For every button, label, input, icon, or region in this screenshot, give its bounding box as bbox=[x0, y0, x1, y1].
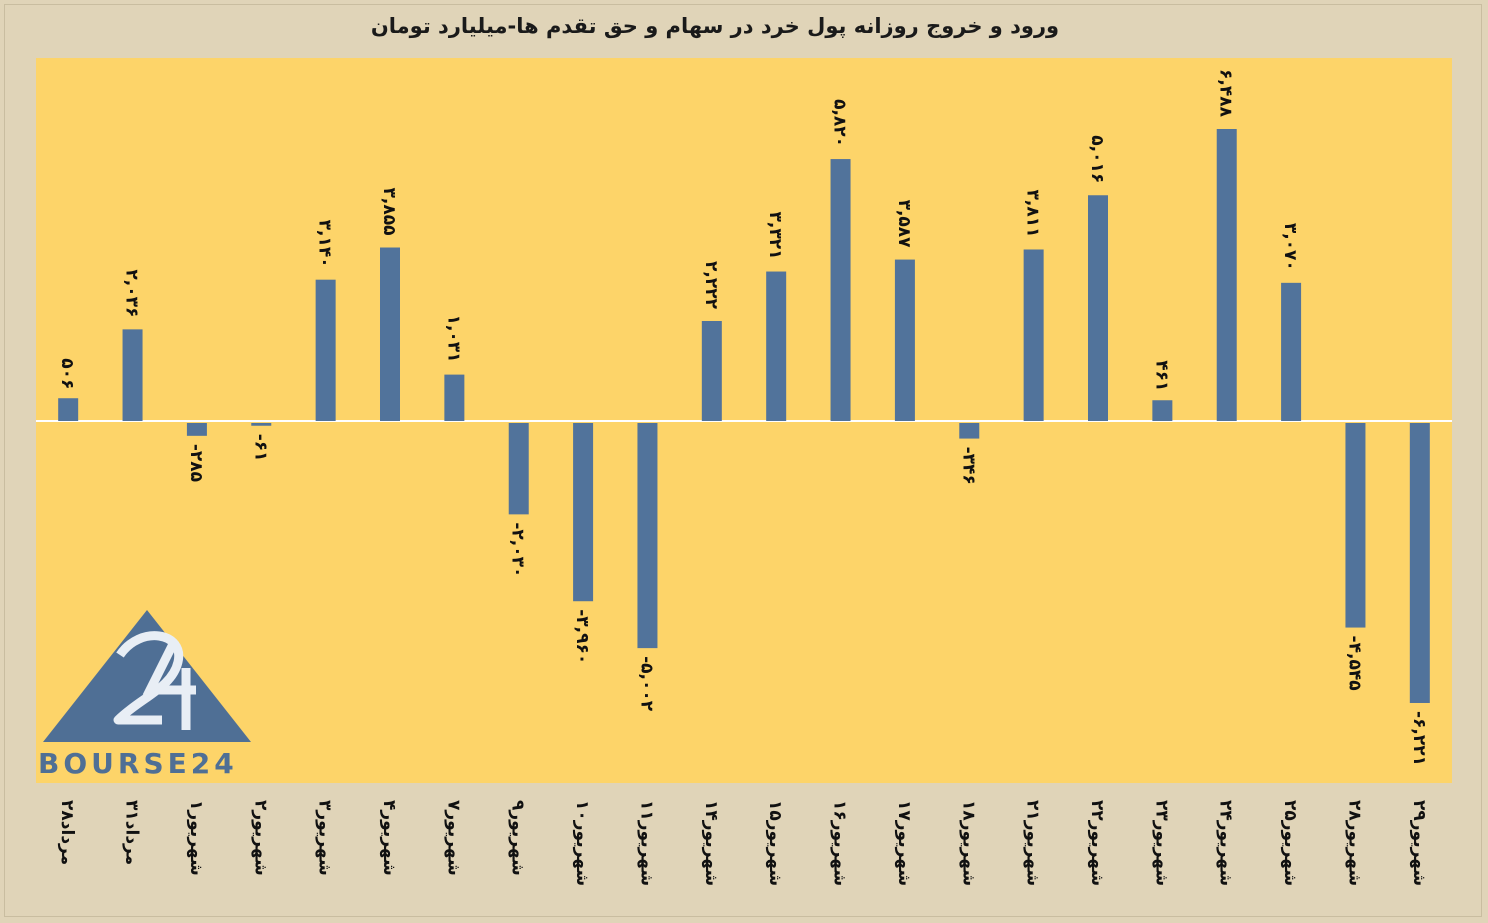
data-label-10: ۲,۲۲۲ bbox=[701, 261, 721, 310]
data-label-2: -۲۸۵ bbox=[186, 444, 206, 482]
bar-19 bbox=[1281, 282, 1302, 421]
data-label-18: ۶,۴۸۸ bbox=[1216, 69, 1236, 118]
category-label-6: ۷شهریور bbox=[443, 800, 463, 876]
bar-14 bbox=[959, 423, 980, 439]
category-label-7: ۹شهریور bbox=[508, 800, 528, 876]
category-label-5: ۴شهریور bbox=[379, 800, 399, 876]
bar-17 bbox=[1152, 400, 1173, 421]
bar-6 bbox=[444, 374, 465, 421]
category-label-17: ۲۳شهریور bbox=[1151, 800, 1171, 886]
chart-frame bbox=[4, 4, 1482, 917]
logo-digit-4 bbox=[142, 637, 196, 730]
data-label-19: ۳,۰۷۰ bbox=[1280, 223, 1300, 271]
category-label-15: ۲۱شهریور bbox=[1023, 800, 1043, 886]
bar-2 bbox=[186, 423, 207, 436]
data-label-1: ۲,۰۳۶ bbox=[122, 269, 142, 317]
bar-5 bbox=[380, 247, 400, 421]
category-label-20: ۲۸شهریور bbox=[1344, 800, 1364, 886]
bar-9 bbox=[637, 423, 658, 649]
data-label-5: ۳,۸۵۵ bbox=[379, 188, 399, 236]
category-label-8: ۱۰شهریور bbox=[572, 800, 592, 886]
category-label-0: ۲۸مرداد bbox=[57, 800, 77, 865]
category-label-21: ۲۹شهریور bbox=[1409, 800, 1429, 886]
data-label-14: -۳۴۶ bbox=[958, 447, 978, 485]
data-label-8: -۳,۹۶۰ bbox=[572, 609, 592, 664]
category-label-16: ۲۲شهریور bbox=[1087, 800, 1107, 886]
logo-digit-2 bbox=[113, 631, 184, 725]
bar-4 bbox=[315, 279, 336, 421]
category-label-18: ۲۴شهریور bbox=[1216, 800, 1236, 886]
bar-7 bbox=[508, 423, 529, 515]
bar-20 bbox=[1345, 423, 1366, 628]
category-label-4: ۳شهریور bbox=[315, 800, 335, 876]
data-label-11: ۳,۳۲۱ bbox=[765, 212, 785, 260]
bourse24-logo: BOURSE24 bbox=[38, 610, 251, 780]
bar-11 bbox=[766, 271, 787, 421]
category-labels-group: ۲۸مرداد ۳۱مرداد ۱شهریور ۲شهریور ۳شهریور ۴شهری… bbox=[57, 800, 1429, 886]
bar-8 bbox=[573, 423, 594, 602]
data-label-4: ۳,۱۴۰ bbox=[315, 220, 335, 268]
category-label-1: ۳۱مرداد bbox=[122, 800, 142, 865]
data-label-17: ۴۶۱ bbox=[1151, 360, 1171, 391]
category-label-11: ۱۵شهریور bbox=[765, 800, 785, 886]
category-label-12: ۱۶شهریور bbox=[830, 800, 850, 886]
bar-16 bbox=[1088, 195, 1108, 421]
data-label-0: ۵۰۶ bbox=[57, 358, 77, 389]
data-label-21: -۶,۲۲۱ bbox=[1409, 711, 1429, 766]
chart-title: ورود و خروج روزانه پول خرد در سهام و حق … bbox=[370, 14, 1060, 38]
bar-12 bbox=[830, 159, 851, 421]
category-label-13: ۱۷شهریور bbox=[894, 800, 914, 886]
data-label-9: -۵,۰۰۲ bbox=[636, 656, 656, 712]
data-label-20: -۴,۵۴۵ bbox=[1344, 636, 1364, 691]
data-label-15: ۳,۸۱۱ bbox=[1023, 189, 1043, 237]
logo-text: BOURSE24 bbox=[38, 747, 238, 780]
bar-18 bbox=[1216, 129, 1237, 421]
category-label-3: ۲شهریور bbox=[250, 800, 270, 876]
data-label-12: ۵,۸۲۰ bbox=[830, 99, 850, 147]
data-label-13: ۳,۵۸۷ bbox=[894, 200, 914, 249]
category-label-2: ۱شهریور bbox=[186, 800, 206, 876]
data-labels-group: ۵۰۶ ۲,۰۳۶ -۲۸۵ -۶۱ ۳,۱۴۰ ۳,۸۵۵ ۱,۰۳۱ -۲,۰۳۰ -۳,۹… bbox=[57, 69, 1429, 766]
bar-13 bbox=[894, 259, 915, 421]
data-label-16: ۵,۰۱۶ bbox=[1087, 135, 1107, 183]
category-label-14: ۱۸شهریور bbox=[958, 800, 978, 886]
bar-15 bbox=[1023, 249, 1044, 421]
bars-group bbox=[58, 129, 1430, 703]
data-label-7: -۲,۰۳۰ bbox=[508, 522, 528, 577]
data-label-3: -۶۱ bbox=[250, 434, 270, 462]
category-label-10: ۱۴شهریور bbox=[701, 800, 721, 886]
bar-21 bbox=[1409, 423, 1430, 703]
data-label-6: ۱,۰۳۱ bbox=[443, 315, 463, 363]
logo-triangle bbox=[43, 610, 251, 742]
category-label-19: ۲۵شهریور bbox=[1280, 800, 1300, 886]
bar-3 bbox=[251, 423, 272, 426]
bar-10 bbox=[701, 320, 722, 421]
category-label-9: ۱۱شهریور bbox=[636, 800, 656, 886]
bar-0 bbox=[58, 398, 79, 421]
bar-1 bbox=[122, 329, 143, 421]
